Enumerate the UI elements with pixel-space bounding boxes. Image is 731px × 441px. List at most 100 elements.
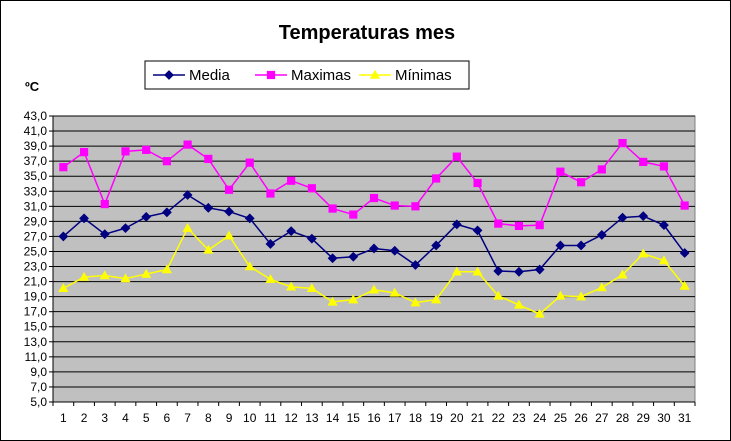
- x-tick-label: 2: [81, 411, 88, 425]
- data-point-minimas: [534, 308, 545, 318]
- x-tick-label: 12: [284, 411, 298, 425]
- data-point-minimas: [203, 244, 214, 254]
- y-tick-label: 37,0: [24, 154, 48, 168]
- data-point-minimas: [493, 290, 504, 300]
- data-point-maximas: [514, 221, 524, 230]
- x-tick-label: 17: [388, 411, 402, 425]
- data-point-media: [99, 229, 110, 240]
- data-point-media: [617, 212, 628, 223]
- y-tick-label: 21,0: [24, 275, 48, 289]
- x-tick-label: 6: [164, 411, 171, 425]
- data-point-maximas: [411, 202, 420, 211]
- data-point-minimas: [79, 271, 90, 281]
- data-point-media: [306, 233, 317, 244]
- data-point-maximas: [535, 221, 544, 230]
- x-tick-label: 11: [264, 411, 277, 425]
- data-point-media: [410, 260, 421, 270]
- y-tick-label: 15,0: [24, 320, 48, 334]
- data-point-minimas: [596, 282, 607, 292]
- data-point-maximas: [390, 201, 399, 210]
- x-tick-label: 27: [595, 411, 609, 425]
- data-point-maximas: [59, 163, 68, 172]
- data-point-media: [596, 230, 607, 240]
- x-tick-label: 20: [450, 411, 464, 425]
- y-axis-label: ºC: [25, 79, 40, 94]
- data-point-media: [79, 213, 89, 224]
- series-layer: [58, 138, 690, 318]
- data-point-maximas: [618, 138, 627, 148]
- data-point-media: [638, 211, 649, 222]
- legend: Media Maximas Mínimas: [144, 60, 470, 90]
- data-point-media: [431, 240, 442, 251]
- data-point-maximas: [597, 165, 606, 174]
- x-tick-label: 21: [471, 411, 485, 425]
- y-tick-label: 23,0: [24, 260, 48, 274]
- x-tick-label: 5: [143, 411, 150, 425]
- data-point-media: [389, 245, 400, 256]
- x-tick-label: 29: [637, 411, 651, 425]
- x-tick-label: 25: [554, 411, 568, 425]
- data-point-media: [472, 225, 483, 236]
- data-point-minimas: [638, 248, 649, 258]
- data-point-maximas: [121, 147, 130, 156]
- legend-box: [144, 60, 470, 90]
- data-point-maximas: [659, 162, 669, 171]
- x-tick-label: 31: [678, 411, 692, 425]
- x-tick-label: 3: [101, 411, 108, 425]
- y-tick-label: 11,0: [25, 350, 48, 364]
- data-point-media: [327, 253, 338, 264]
- x-tick-label: 22: [492, 411, 506, 425]
- y-tick-label: 5,0: [30, 395, 47, 409]
- x-tick-label: 18: [409, 411, 423, 425]
- data-point-minimas: [576, 291, 587, 301]
- y-tick-label: 7,0: [30, 380, 47, 394]
- data-point-media: [534, 264, 545, 275]
- data-point-maximas: [473, 178, 482, 188]
- data-point-maximas: [204, 154, 213, 164]
- x-tick-label: 13: [305, 411, 319, 425]
- data-point-maximas: [79, 148, 89, 157]
- y-tick-label: 31,0: [24, 199, 48, 213]
- x-tick-label: 4: [122, 411, 129, 425]
- data-point-maximas: [576, 178, 586, 187]
- x-tick-label: 19: [429, 411, 443, 425]
- data-point-minimas: [555, 290, 566, 300]
- chart-title: Temperaturas mes: [279, 22, 455, 44]
- y-tick-label: 17,0: [24, 305, 48, 319]
- data-point-maximas: [224, 185, 234, 194]
- data-point-maximas: [100, 199, 109, 209]
- x-tick-label: 9: [226, 411, 233, 425]
- x-tick-label: 26: [574, 411, 588, 425]
- data-point-maximas: [494, 219, 503, 228]
- y-tick-label: 9,0: [30, 365, 47, 379]
- data-point-minimas: [451, 266, 462, 276]
- data-point-media: [348, 251, 359, 262]
- y-tick-label: 27,0: [24, 229, 48, 243]
- x-tick-label: 30: [657, 411, 671, 425]
- data-point-minimas: [389, 287, 400, 297]
- data-point-media: [286, 226, 297, 237]
- data-point-media: [659, 220, 669, 231]
- x-tick-label: 28: [616, 411, 630, 425]
- data-point-minimas: [327, 296, 338, 306]
- data-point-minimas: [161, 264, 172, 274]
- data-point-media: [141, 211, 152, 222]
- data-point-maximas: [266, 189, 275, 198]
- y-tick-label: 35,0: [24, 169, 48, 183]
- y-tick-label: 13,0: [24, 335, 48, 349]
- data-point-minimas: [99, 270, 110, 280]
- legend-label-maximas: Maximas: [291, 67, 351, 84]
- gridlines: [53, 115, 695, 403]
- data-point-media: [679, 248, 690, 258]
- data-point-minimas: [120, 273, 131, 283]
- data-point-maximas: [245, 158, 254, 167]
- data-point-minimas: [306, 283, 317, 293]
- y-tick-label: 25,0: [24, 244, 48, 258]
- x-tick-label: 23: [512, 411, 526, 425]
- legend-marker-media: [164, 70, 174, 80]
- data-point-minimas: [617, 269, 628, 279]
- data-point-media: [493, 266, 504, 276]
- x-tick-label: 7: [184, 411, 191, 425]
- y-tick-label: 39,0: [24, 139, 48, 153]
- data-point-minimas: [141, 268, 152, 278]
